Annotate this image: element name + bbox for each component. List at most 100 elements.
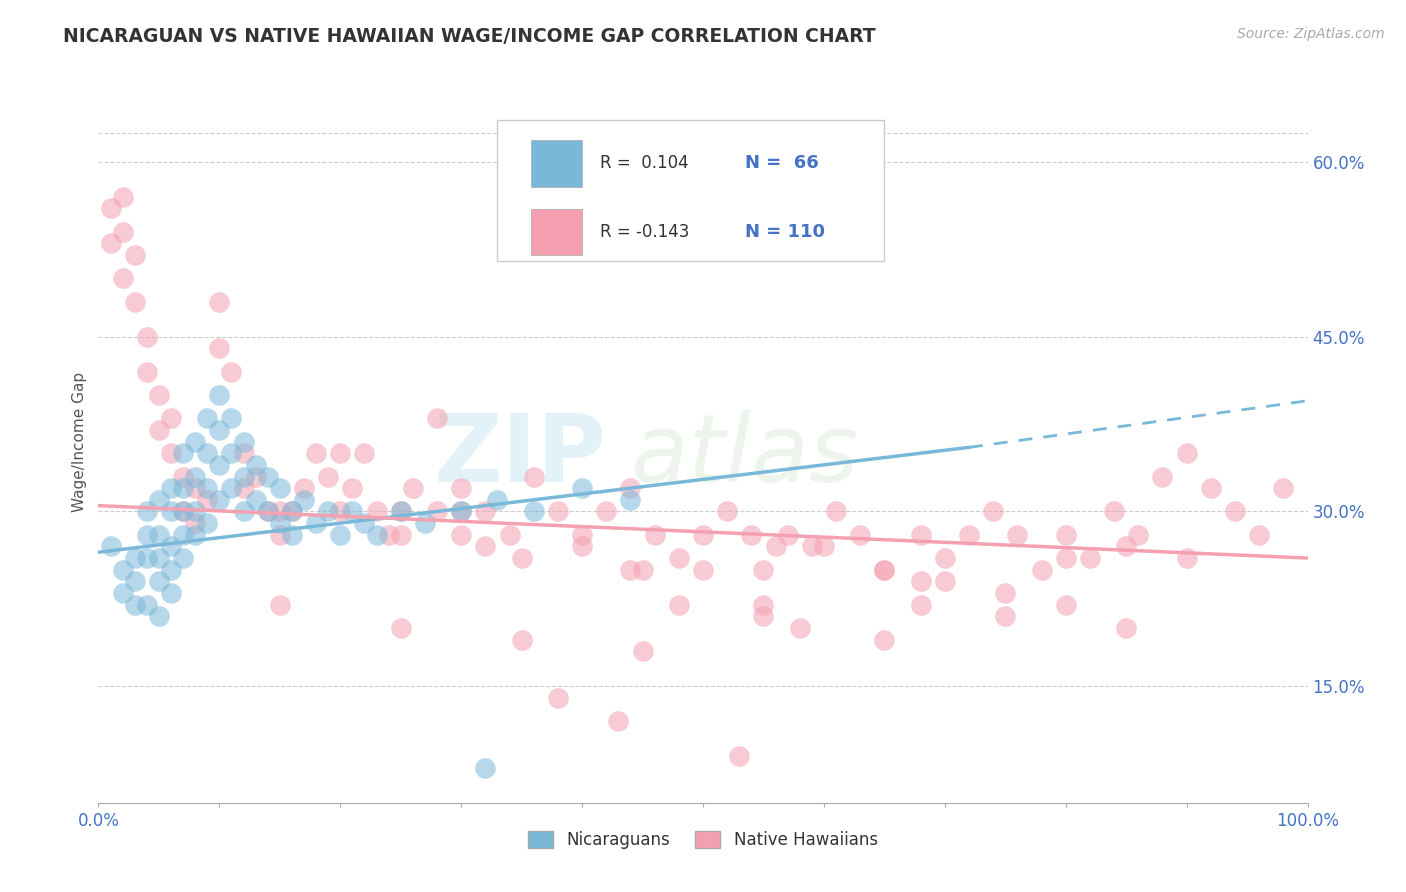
Point — [353, 446, 375, 460]
Point — [910, 528, 932, 542]
Point — [232, 446, 254, 460]
Point — [160, 446, 183, 460]
FancyBboxPatch shape — [531, 140, 582, 186]
Point — [957, 528, 980, 542]
Point — [353, 516, 375, 530]
Point — [124, 574, 146, 589]
Point — [1007, 528, 1029, 542]
Point — [124, 551, 146, 566]
Point — [474, 761, 496, 775]
Point — [184, 434, 207, 449]
Point — [1199, 481, 1222, 495]
Point — [111, 586, 134, 600]
Point — [571, 481, 593, 495]
Point — [910, 598, 932, 612]
Point — [208, 458, 231, 472]
Point — [450, 528, 472, 542]
Point — [813, 540, 835, 554]
Point — [1152, 469, 1174, 483]
Point — [208, 341, 231, 355]
Point — [221, 481, 243, 495]
Point — [342, 504, 364, 518]
Point — [1054, 528, 1077, 542]
Point — [256, 504, 278, 518]
Point — [232, 434, 254, 449]
Point — [292, 481, 315, 495]
Point — [281, 504, 304, 518]
Point — [571, 540, 593, 554]
Point — [1102, 504, 1125, 518]
Point — [486, 492, 509, 507]
Point — [135, 528, 157, 542]
Point — [644, 528, 666, 542]
Point — [873, 632, 896, 647]
Point — [111, 190, 134, 204]
Point — [800, 540, 823, 554]
Point — [1175, 446, 1198, 460]
Point — [232, 469, 254, 483]
Point — [221, 411, 243, 425]
Point — [631, 644, 654, 658]
Point — [184, 469, 207, 483]
Point — [450, 504, 472, 518]
Point — [342, 481, 364, 495]
Point — [825, 504, 848, 518]
Point — [692, 528, 714, 542]
Point — [232, 481, 254, 495]
Point — [1031, 563, 1053, 577]
Point — [160, 540, 183, 554]
Point — [981, 504, 1004, 518]
Point — [269, 528, 291, 542]
Point — [994, 609, 1017, 624]
Point — [160, 481, 183, 495]
Point — [124, 598, 146, 612]
Point — [377, 528, 399, 542]
Point — [1054, 551, 1077, 566]
Point — [402, 481, 425, 495]
Point — [1115, 621, 1137, 635]
Point — [172, 528, 194, 542]
Point — [124, 294, 146, 309]
Y-axis label: Wage/Income Gap: Wage/Income Gap — [72, 371, 87, 512]
Point — [208, 388, 231, 402]
Point — [547, 690, 569, 705]
Point — [195, 492, 218, 507]
Point — [124, 248, 146, 262]
Point — [148, 574, 170, 589]
Point — [765, 540, 787, 554]
Point — [148, 492, 170, 507]
Point — [910, 574, 932, 589]
Point — [498, 528, 520, 542]
Point — [111, 271, 134, 285]
Point — [595, 504, 617, 518]
Point — [450, 481, 472, 495]
Point — [208, 423, 231, 437]
Point — [172, 551, 194, 566]
Point — [111, 563, 134, 577]
Point — [245, 458, 267, 472]
Point — [366, 528, 388, 542]
Point — [426, 411, 449, 425]
Point — [994, 586, 1017, 600]
Point — [668, 598, 690, 612]
Point — [329, 504, 352, 518]
Point — [208, 294, 231, 309]
Point — [221, 446, 243, 460]
Point — [619, 492, 641, 507]
Text: R = -0.143: R = -0.143 — [600, 223, 689, 241]
Point — [316, 504, 339, 518]
Point — [195, 411, 218, 425]
Point — [692, 563, 714, 577]
Point — [716, 504, 738, 518]
Point — [269, 481, 291, 495]
Point — [135, 504, 157, 518]
Point — [740, 528, 762, 542]
Point — [547, 504, 569, 518]
Point — [510, 632, 533, 647]
Point — [631, 563, 654, 577]
Point — [148, 551, 170, 566]
Point — [849, 528, 872, 542]
Point — [1128, 528, 1150, 542]
Point — [619, 481, 641, 495]
Point — [1175, 551, 1198, 566]
